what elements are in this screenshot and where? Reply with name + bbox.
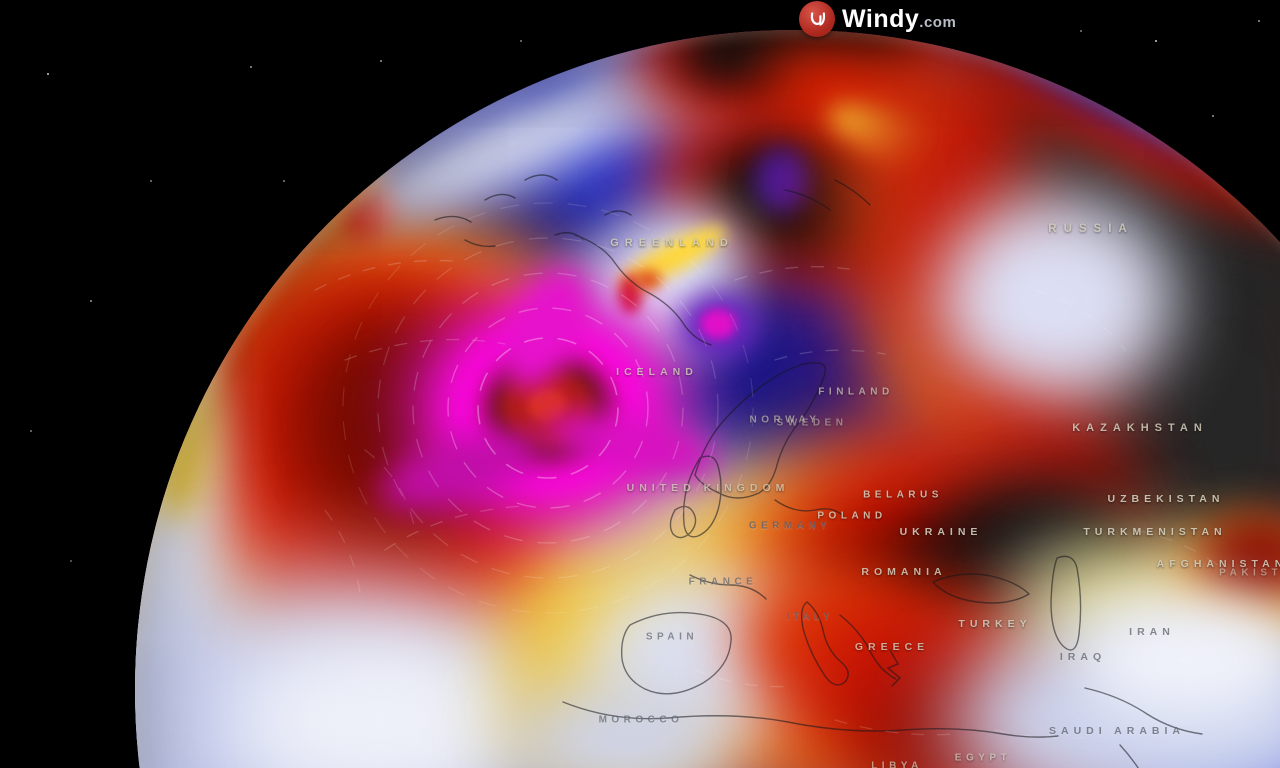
anomaly-color-blob (755, 148, 810, 213)
star (1258, 20, 1260, 22)
windy-swirl-icon (799, 1, 835, 37)
star (30, 430, 32, 432)
star (90, 300, 92, 302)
windy-brand: Windy (842, 4, 920, 33)
earth-globe[interactable] (135, 30, 1280, 768)
star (250, 66, 252, 68)
star (283, 180, 285, 182)
anomaly-color-blob (935, 195, 1175, 405)
star (380, 60, 382, 62)
star (520, 40, 522, 42)
star (150, 180, 152, 182)
anomaly-color-blob (635, 270, 661, 290)
star (70, 560, 72, 562)
anomaly-color-blob (700, 309, 736, 339)
windy-tld: .com (919, 13, 957, 31)
star (47, 73, 49, 75)
anomaly-color-blob (140, 340, 210, 520)
anomaly-color-blob (230, 630, 530, 768)
windy-logo[interactable]: Windy.com (799, 1, 956, 37)
windy-logo-text: Windy.com (842, 5, 956, 34)
